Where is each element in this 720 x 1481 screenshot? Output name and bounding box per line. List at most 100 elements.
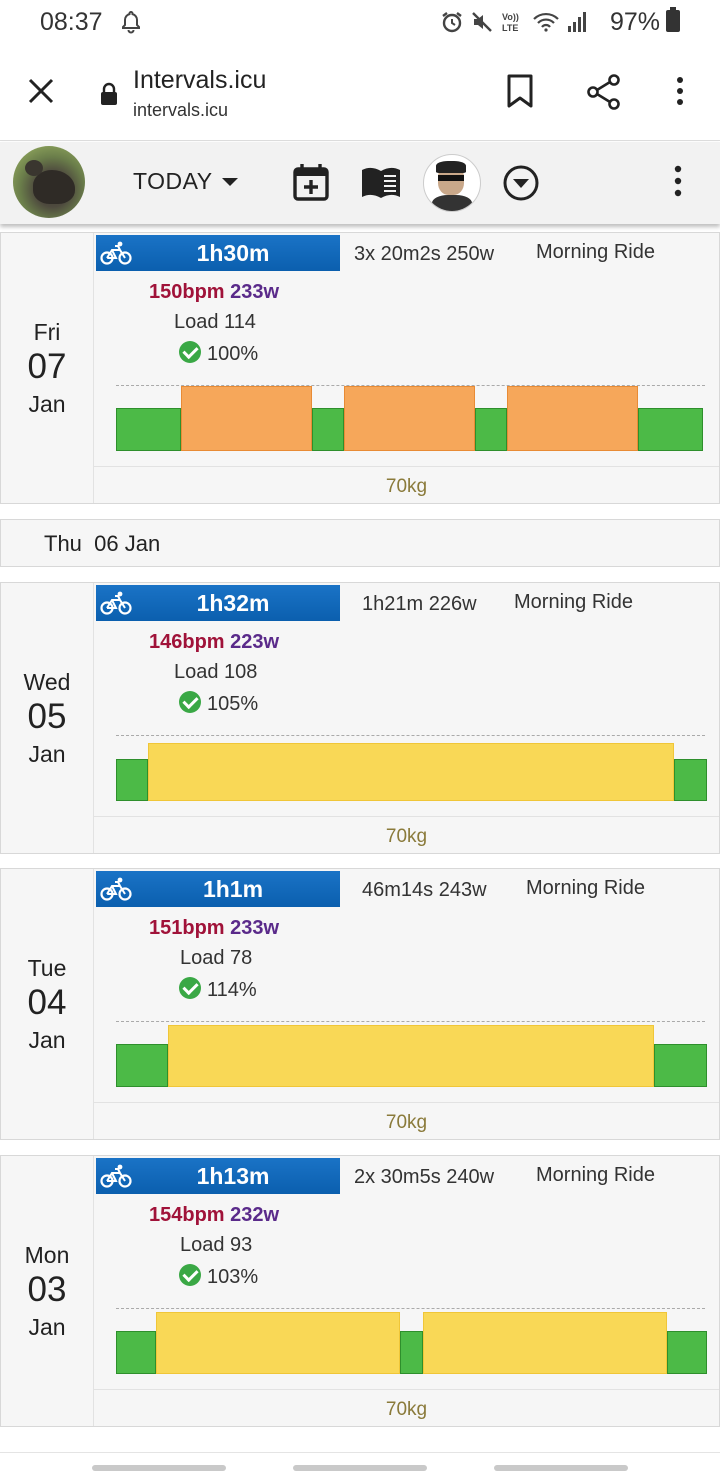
empty-day-row[interactable]: Thu 06 Jan (0, 519, 720, 567)
interval-segment (638, 408, 704, 451)
check-circle-icon (179, 691, 201, 713)
system-nav-bar (0, 1452, 720, 1481)
activity-name[interactable]: Morning Ride (526, 877, 645, 899)
status-bar: 08:37 Vo)) LTE 97% (0, 0, 720, 44)
weight-row[interactable]: 70kg (94, 1389, 719, 1429)
power-profile-chart[interactable] (116, 1312, 707, 1374)
hr-power-line: 146bpm 223w (149, 631, 279, 654)
power-profile-chart[interactable] (116, 743, 707, 801)
more-vert-icon[interactable] (670, 76, 690, 111)
activity-name[interactable]: Morning Ride (514, 591, 633, 613)
activity-duration-bar[interactable]: 1h1m (96, 871, 340, 907)
interval-segment (116, 759, 148, 801)
compliance-percent: 105% (207, 693, 259, 715)
month: Jan (28, 741, 66, 767)
check-circle-icon (179, 341, 201, 363)
svg-text:LTE: LTE (502, 23, 518, 33)
weight-row[interactable]: 70kg (94, 466, 719, 506)
calendar-add-icon[interactable] (292, 162, 330, 207)
bike-icon (100, 240, 132, 271)
more-vert-icon[interactable] (668, 164, 688, 203)
nav-home-pill[interactable] (293, 1465, 427, 1471)
day-of-week: Tue (27, 955, 67, 981)
activity-panel[interactable]: 1h30m 3x 20m2s 250w Morning Ride 150bpm … (93, 233, 719, 503)
interval-segment (181, 386, 313, 451)
interval-segment (116, 1043, 168, 1087)
interval-summary: 1h21m 226w (362, 593, 477, 615)
weight-value: 70kg (385, 1399, 428, 1420)
activity-duration: 1h30m (196, 240, 270, 266)
alarm-icon (442, 12, 462, 33)
training-load: Load 78 (180, 947, 253, 969)
hr-power-line: 150bpm 233w (149, 281, 279, 304)
avg-power: 233w (230, 281, 280, 303)
weight-row[interactable]: 70kg (94, 816, 719, 856)
close-icon[interactable] (26, 76, 56, 111)
interval-segment (475, 408, 508, 451)
interval-segment (399, 1330, 424, 1374)
avg-heart-rate: 146bpm (149, 631, 225, 653)
check-circle-icon (179, 1264, 201, 1286)
page-host[interactable]: intervals.icu (133, 100, 229, 120)
today-dropdown[interactable]: TODAY (133, 168, 213, 194)
date-column[interactable]: Wed 05 Jan (1, 583, 93, 853)
athlete-avatar[interactable] (13, 146, 85, 218)
caret-down-icon[interactable] (222, 178, 238, 186)
activity-duration: 1h32m (196, 590, 270, 616)
activity-panel[interactable]: 1h13m 2x 30m5s 240w Morning Ride 154bpm … (93, 1156, 719, 1426)
day-number: 07 (27, 347, 67, 386)
bookmark-icon[interactable] (506, 74, 534, 113)
weight-row[interactable]: 70kg (94, 1102, 719, 1142)
ftp-reference-line (116, 735, 705, 736)
bike-icon (100, 1163, 132, 1194)
dropdown-circle-icon[interactable] (502, 164, 540, 207)
battery-icon (666, 7, 680, 32)
browser-url-bar: Intervals.icu intervals.icu (0, 44, 720, 141)
mute-icon (472, 12, 492, 32)
wifi-icon (533, 12, 559, 32)
interval-segment (312, 408, 345, 451)
nav-back-pill[interactable] (494, 1465, 628, 1471)
training-load: Load 108 (174, 661, 258, 683)
bike-icon (100, 876, 132, 907)
interval-segment (147, 743, 674, 801)
day-of-week: Fri (33, 319, 61, 345)
activity-panel[interactable]: 1h32m 1h21m 226w Morning Ride 146bpm 223… (93, 583, 719, 853)
power-profile-chart[interactable] (116, 385, 705, 451)
month: Jan (28, 1314, 66, 1340)
activity-duration-bar[interactable]: 1h32m (96, 585, 340, 621)
weight-value: 70kg (385, 826, 428, 847)
avg-heart-rate: 150bpm (149, 281, 225, 303)
hr-power-line: 151bpm 233w (149, 917, 279, 940)
activity-name[interactable]: Morning Ride (536, 1164, 655, 1186)
hr-power-line: 154bpm 232w (149, 1204, 279, 1227)
avg-heart-rate: 154bpm (149, 1204, 225, 1226)
activity-name[interactable]: Morning Ride (536, 241, 655, 263)
empty-day-date: 06 Jan (94, 531, 161, 556)
nav-recent-pill[interactable] (92, 1465, 226, 1471)
dog-image-body (33, 170, 75, 204)
interval-segment (344, 386, 476, 451)
user-avatar[interactable] (423, 154, 481, 212)
date-column[interactable]: Fri 07 Jan (1, 233, 93, 503)
share-icon[interactable] (586, 74, 622, 115)
interval-summary: 46m14s 243w (362, 879, 487, 901)
empty-day-dow: Thu (44, 531, 82, 556)
activity-panel[interactable]: 1h1m 46m14s 243w Morning Ride 151bpm 233… (93, 869, 719, 1139)
day-card: Fri 07 Jan 1h30m 3x 20m2s 250w Morning R… (0, 232, 720, 504)
interval-segment (673, 759, 707, 801)
date-column[interactable]: Tue 04 Jan (1, 869, 93, 1139)
book-icon[interactable] (360, 164, 402, 205)
interval-segment (156, 1312, 400, 1374)
day-of-week: Mon (24, 1242, 70, 1268)
date-column[interactable]: Mon 03 Jan (1, 1156, 93, 1426)
day-number: 05 (27, 697, 67, 736)
power-profile-chart[interactable] (116, 1025, 707, 1087)
day-of-week: Wed (23, 669, 71, 695)
status-time: 08:37 (40, 8, 103, 36)
avg-heart-rate: 151bpm (149, 917, 225, 939)
activity-duration-bar[interactable]: 1h30m (96, 235, 340, 271)
svg-text:Vo)): Vo)) (502, 12, 519, 22)
activity-duration-bar[interactable]: 1h13m (96, 1158, 340, 1194)
compliance-percent: 103% (207, 1266, 259, 1288)
